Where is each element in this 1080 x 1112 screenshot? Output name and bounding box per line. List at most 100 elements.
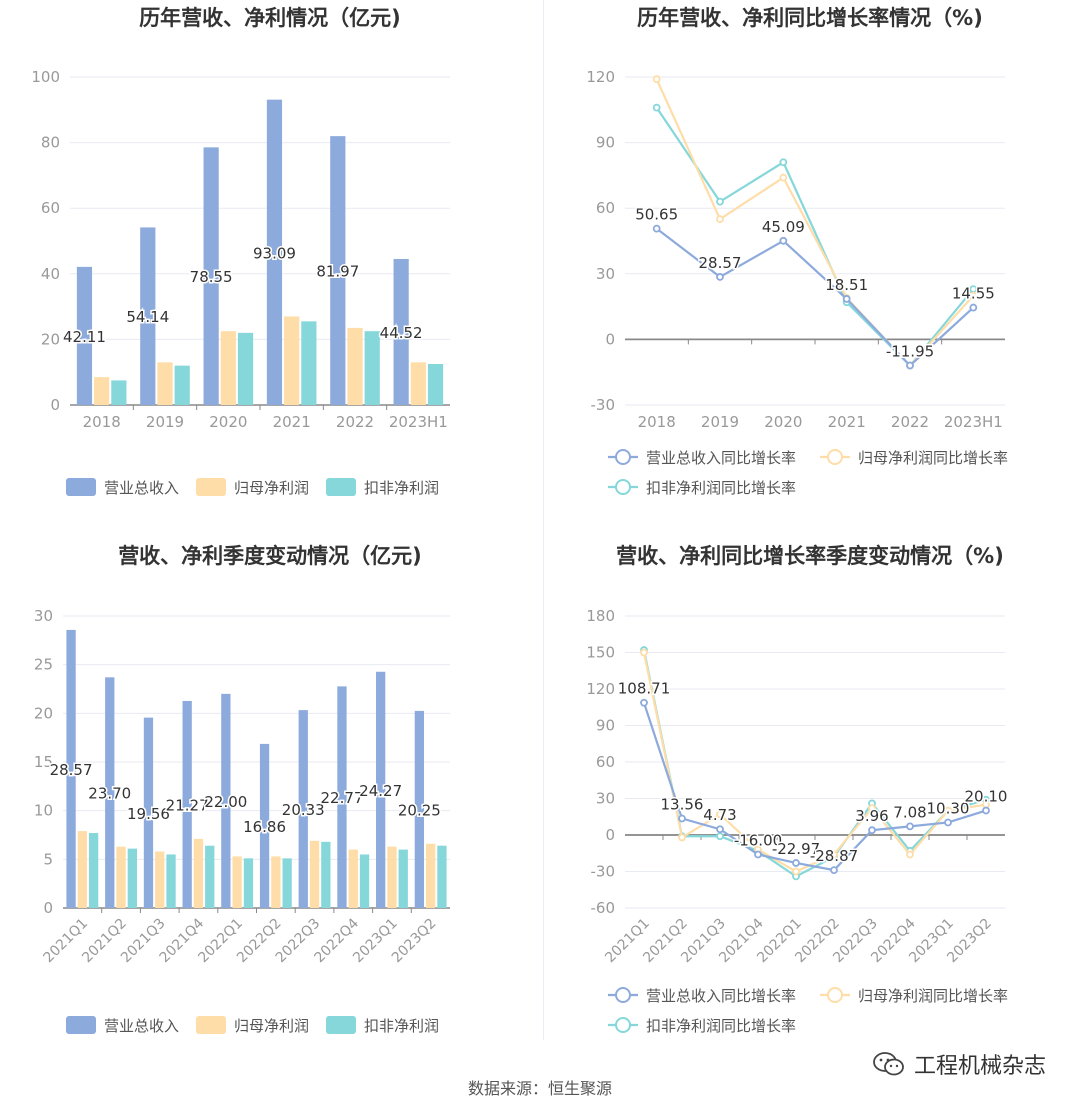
data-label: -11.95 <box>886 343 934 361</box>
y-tick-label: 20 <box>41 330 60 348</box>
x-tick-label: 2020 <box>209 413 247 431</box>
x-tick-label: 2023H1 <box>944 413 1003 431</box>
data-label: 42.11 <box>63 328 106 346</box>
watermark: 工程机械杂志 <box>872 1048 1046 1080</box>
legend-item[interactable]: 归母净利润同比增长率 <box>820 449 1008 467</box>
annual-revenue-profit-chart: 历年营收、净利情况（亿元) 0 20 40 60 80 100 2018 2019 2020 20… <box>0 0 540 530</box>
bar <box>193 838 204 908</box>
data-point <box>982 806 990 815</box>
y-tick-label: 150 <box>586 644 615 662</box>
data-point <box>779 173 788 182</box>
legend-label: 扣非净利润同比增长率 <box>646 1017 796 1035</box>
data-label: 78.55 <box>190 268 233 286</box>
bar <box>376 671 386 908</box>
chart-title: 历年营收、净利同比增长率情况（%) <box>637 6 983 30</box>
bar <box>143 717 154 908</box>
data-label: -16.00 <box>734 831 782 849</box>
data-point <box>779 236 788 245</box>
legend-label: 归母净利润同比增长率 <box>858 449 1008 467</box>
bar <box>309 840 320 908</box>
y-tick-label: 120 <box>586 680 615 698</box>
bar <box>105 677 115 908</box>
legend-item[interactable]: 扣非净利润 <box>326 1016 439 1035</box>
y-tick-label: 0 <box>605 330 615 348</box>
y-tick-label: 90 <box>596 134 615 152</box>
legend-swatch <box>326 478 356 496</box>
bar <box>393 258 409 405</box>
chart-svg: -60-3003060901201501802021Q12021Q22021Q3… <box>586 607 1009 1035</box>
y-tick-label: 60 <box>41 199 60 217</box>
legend-label: 营业总收入同比增长率 <box>646 987 796 1005</box>
legend-item[interactable]: 归母净利润 <box>196 478 309 497</box>
data-label: 23.70 <box>88 785 131 803</box>
bar <box>284 316 300 405</box>
bar <box>426 843 436 908</box>
legend-item[interactable]: 扣非净利润 <box>326 478 439 497</box>
legend-marker <box>615 449 631 465</box>
legend-item[interactable]: 营业总收入同比增长率 <box>608 987 796 1005</box>
data-label: 4.73 <box>703 806 736 824</box>
legend-item[interactable]: 归母净利润同比增长率 <box>820 987 1008 1005</box>
legend-item[interactable]: 营业总收入 <box>66 478 179 497</box>
legend-marker <box>615 1017 631 1033</box>
data-point <box>969 291 978 300</box>
legend-item[interactable]: 扣非净利润同比增长率 <box>608 1017 796 1035</box>
x-tick-label: 2019 <box>701 413 739 431</box>
data-point <box>652 224 661 233</box>
x-tick-label: 2022 <box>891 413 929 431</box>
data-label: 19.56 <box>127 805 170 823</box>
bar <box>116 846 126 908</box>
legend-swatch <box>196 1016 226 1034</box>
legend-item[interactable]: 扣非净利润同比增长率 <box>608 479 796 497</box>
bar <box>398 849 408 908</box>
legend-item[interactable]: 营业总收入 <box>66 1016 179 1035</box>
chart-title: 历年营收、净利情况（亿元) <box>139 6 401 30</box>
bar <box>348 849 358 908</box>
y-tick-label: 180 <box>586 607 615 625</box>
data-label: 10.30 <box>927 799 970 817</box>
data-label: 18.51 <box>825 276 868 294</box>
data-point <box>716 215 724 224</box>
bar <box>427 364 444 405</box>
bar <box>157 362 173 405</box>
chart-svg: 0 20 40 60 80 100 2018 2019 2020 2021 2022 2023H1 42… <box>31 68 450 497</box>
legend-item[interactable]: 归母净利润 <box>196 1016 309 1035</box>
bar <box>94 377 110 405</box>
legend-item[interactable]: 营业总收入同比增长率 <box>608 449 796 467</box>
data-label: 44.52 <box>380 324 423 342</box>
legend-label: 营业总收入 <box>104 479 179 497</box>
bar <box>364 331 380 405</box>
y-tick-label: 80 <box>41 134 60 152</box>
bar <box>410 362 426 405</box>
bar <box>221 693 231 908</box>
y-tick-label: 20 <box>34 704 53 722</box>
bar <box>88 833 99 908</box>
data-point <box>716 810 724 819</box>
data-label: 22.77 <box>320 789 363 807</box>
data-point <box>906 850 914 859</box>
data-point <box>640 698 648 707</box>
y-tick-label: -30 <box>591 396 616 414</box>
data-point <box>944 818 952 827</box>
bar <box>232 856 242 908</box>
bar <box>330 136 346 405</box>
data-label: 22.00 <box>204 793 247 811</box>
data-point <box>678 814 686 823</box>
watermark-text: 工程机械杂志 <box>913 1054 1046 1079</box>
data-label: 3.96 <box>855 807 888 825</box>
data-point <box>792 867 800 876</box>
legend-swatch <box>326 1016 356 1034</box>
data-label: 20.25 <box>398 801 441 819</box>
bar <box>359 854 370 908</box>
y-tick-label: 100 <box>31 68 60 86</box>
quarterly-growth-rate-chart: 营收、净利同比增长率季度变动情况（%) -60 -30 0 30 60 90 120 150 1… <box>540 538 1080 1068</box>
data-label: 45.09 <box>762 218 805 236</box>
bar <box>77 831 87 908</box>
quarterly-revenue-profit-chart: 营收、净利季度变动情况（亿元) 0 5 10 15 20 25 30 2021Q1 2021Q2… <box>0 538 540 1068</box>
bar <box>205 845 215 908</box>
x-tick-label: 2018 <box>638 413 676 431</box>
chart-title: 营收、净利同比增长率季度变动情况（%) <box>616 544 1004 568</box>
bar <box>155 851 165 908</box>
data-point <box>716 825 724 834</box>
data-point <box>830 850 838 859</box>
